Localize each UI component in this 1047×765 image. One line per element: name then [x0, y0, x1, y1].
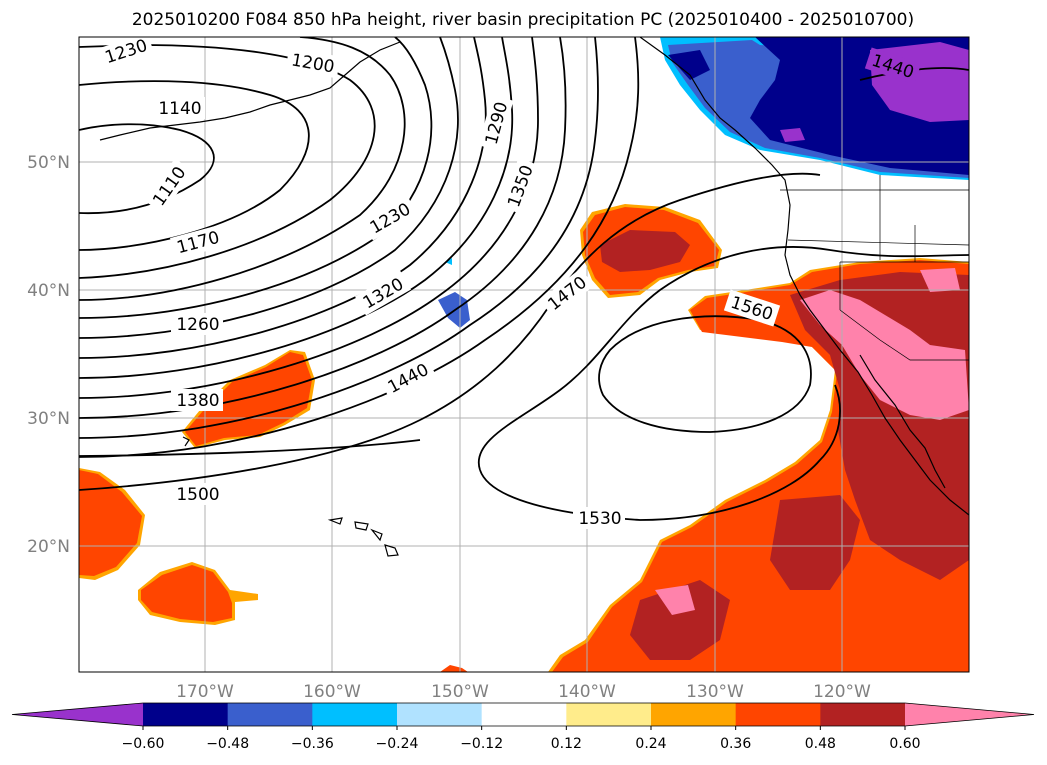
colorbar-bin [481, 703, 567, 726]
lon-label: 150°W [431, 682, 489, 702]
contour-label: 1530 [578, 509, 621, 529]
colorbar-tick-label: −0.24 [376, 736, 419, 752]
colorbar-tick-label: 0.12 [551, 736, 582, 752]
lon-label: 170°W [176, 682, 234, 702]
colorbar-extend-max [905, 703, 1034, 726]
colorbar-bin [143, 703, 229, 726]
colorbar-tick-label: 0.60 [889, 736, 920, 752]
coastlines [99, 37, 969, 557]
colorbar-tick-label: −0.12 [460, 736, 503, 752]
colorbar-bin [735, 703, 821, 726]
colorbar-tick-label: −0.60 [122, 736, 165, 752]
lon-label: 140°W [558, 682, 616, 702]
contour-label: 1140 [158, 99, 201, 119]
map-panel: 1230 1200 1140 1110 1290 1350 1230 1170 … [78, 32, 970, 673]
lat-label: 20°N [27, 537, 70, 557]
colorbar-tick-label: −0.48 [206, 736, 249, 752]
colorbar-tick-label: −0.36 [291, 736, 334, 752]
lon-label: 120°W [813, 682, 871, 702]
colorbar-bin [566, 703, 652, 726]
colorbar-tick-label: 0.24 [635, 736, 666, 752]
lon-label: 160°W [303, 682, 361, 702]
colorbar-bin [227, 703, 313, 726]
latitude-labels: 50°N 40°N 30°N 20°N [27, 153, 70, 557]
colorbar-bin [820, 703, 906, 726]
contour-label: 1260 [176, 315, 219, 335]
colorbar: −0.60 −0.48 −0.36 −0.24 −0.12 0.12 0.24 0.36 0.4… [11, 702, 1035, 752]
height-contours [79, 37, 969, 521]
colorbar-extend-min [12, 703, 143, 726]
colorbar-bin [312, 703, 398, 726]
colorbar-bin [397, 703, 483, 726]
lon-label: 130°W [686, 682, 744, 702]
lat-label: 40°N [27, 281, 70, 301]
figure-title: 2025010200 F084 850 hPa height, river ba… [132, 10, 914, 30]
colorbar-tick-label: 0.48 [805, 736, 836, 752]
colorbar-bin [651, 703, 737, 726]
contour-label: 1380 [176, 391, 219, 411]
lat-label: 50°N [27, 153, 70, 173]
longitude-labels: 170°W 160°W 150°W 140°W 130°W 120°W [176, 682, 871, 702]
contour-label: 1500 [176, 485, 219, 505]
colorbar-tick-label: 0.36 [720, 736, 751, 752]
lat-label: 30°N [27, 409, 70, 429]
